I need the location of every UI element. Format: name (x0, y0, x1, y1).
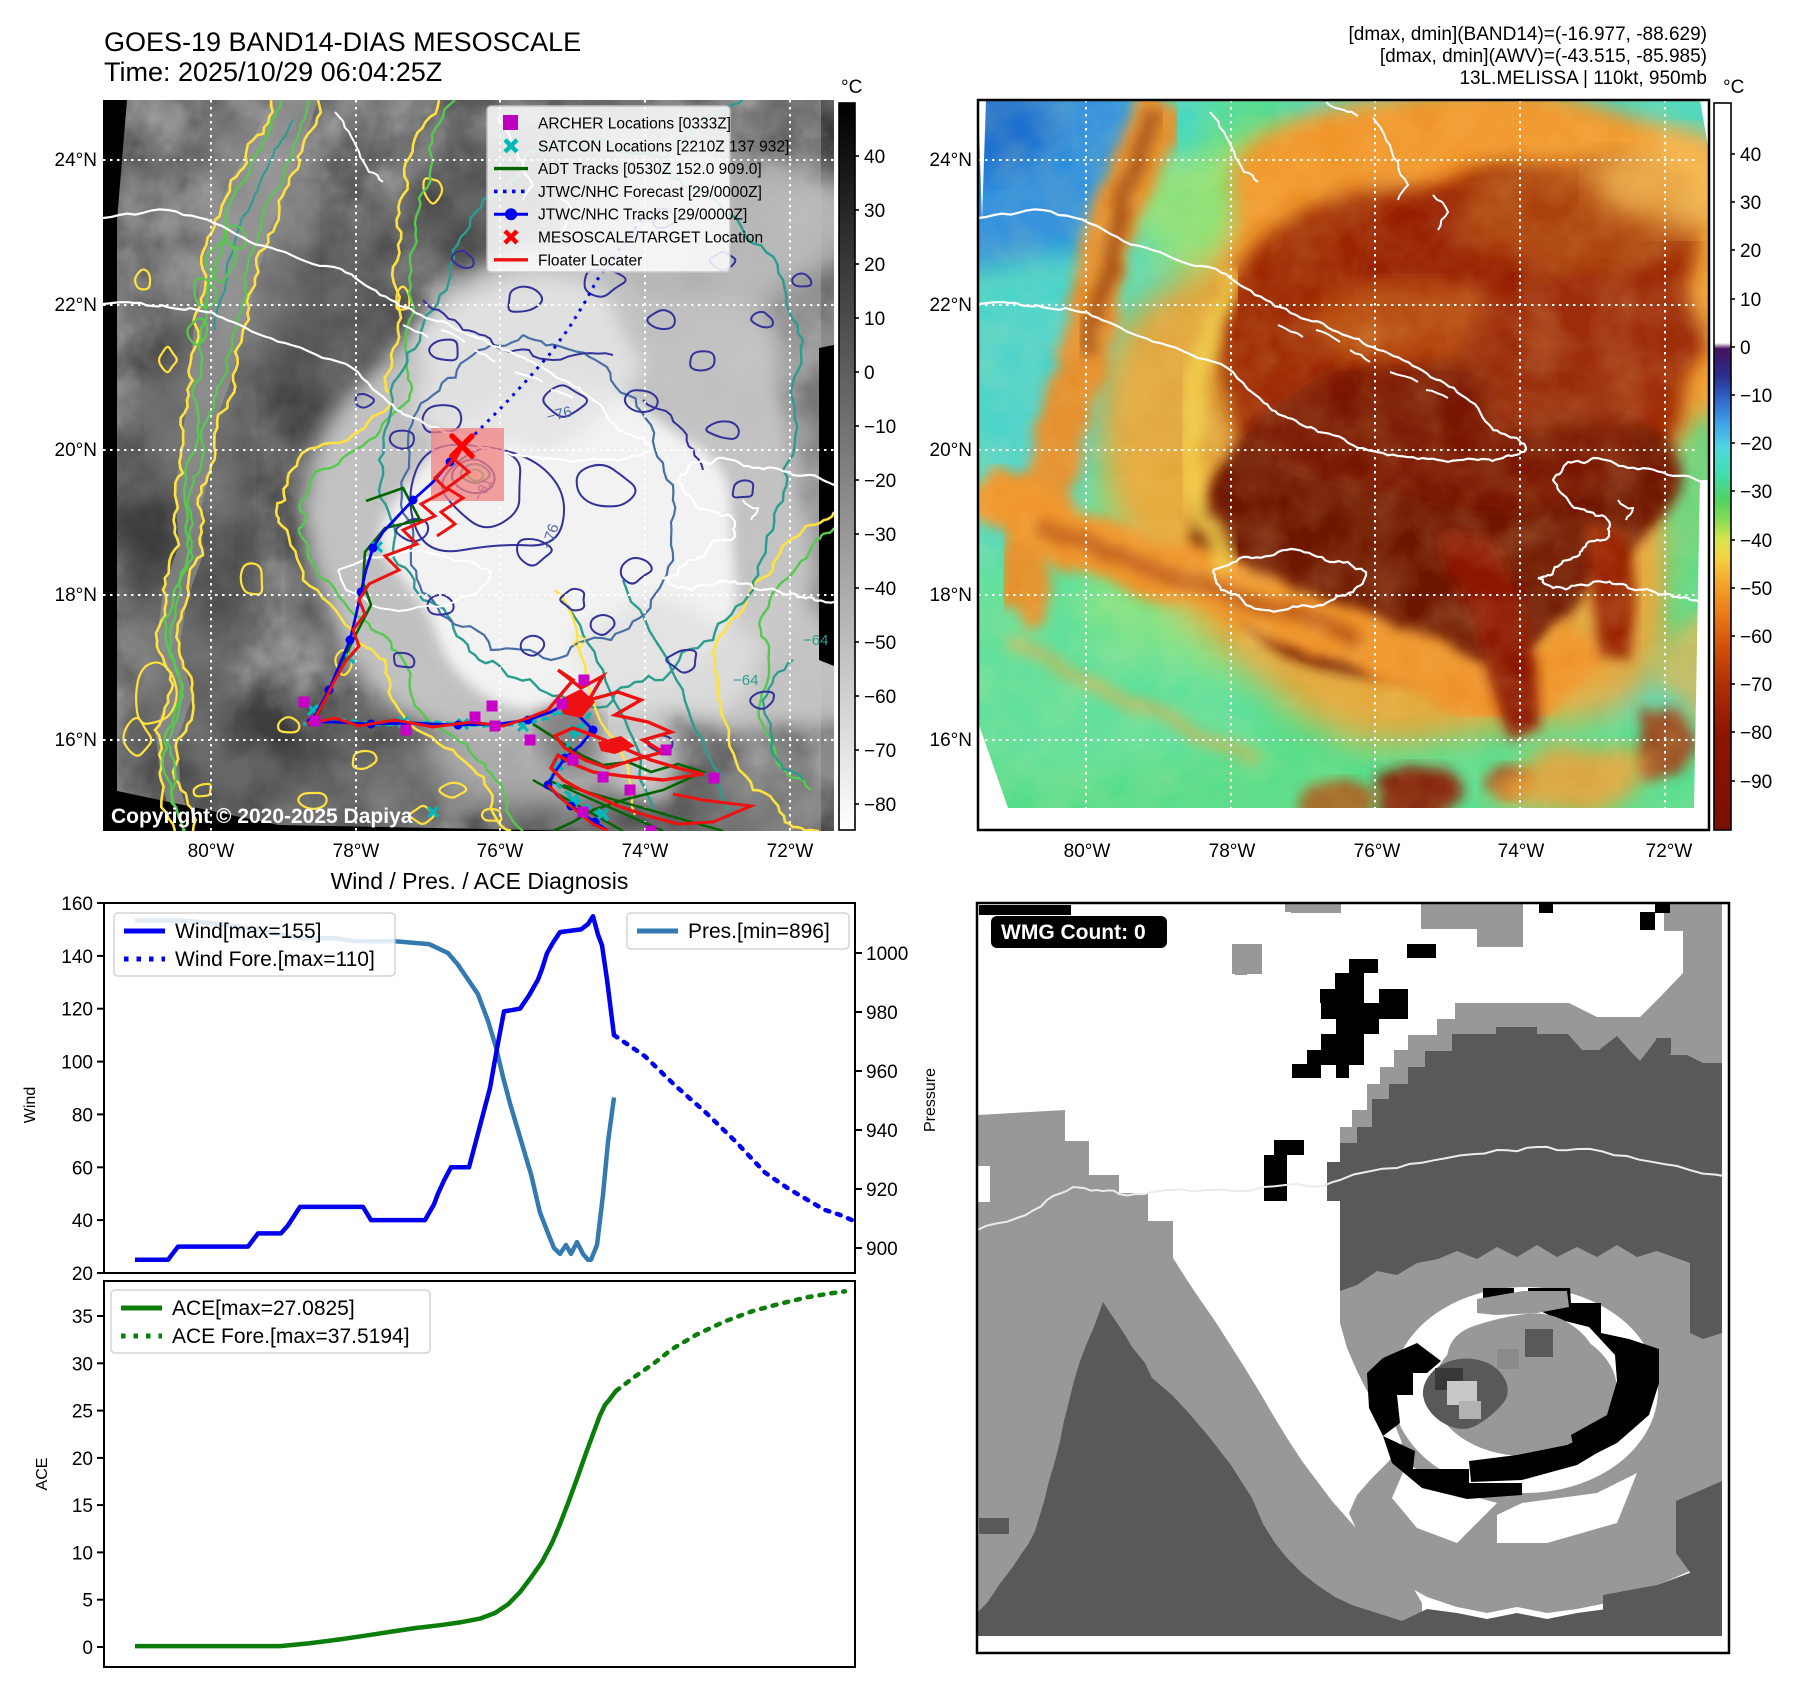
svg-text:10: 10 (1740, 290, 1761, 311)
svg-text:940: 940 (866, 1121, 898, 1142)
svg-text:900: 900 (866, 1239, 898, 1260)
svg-text:Time: 2025/10/29 06:04:25Z: Time: 2025/10/29 06:04:25Z (104, 57, 442, 87)
svg-text:72°W: 72°W (1646, 841, 1693, 862)
svg-text:960: 960 (866, 1062, 898, 1083)
svg-text:−40: −40 (864, 579, 896, 600)
svg-text:10: 10 (864, 309, 885, 330)
svg-text:140: 140 (61, 947, 93, 968)
svg-text:−80: −80 (1740, 723, 1772, 744)
svg-text:ACE Fore.[max=37.5194]: ACE Fore.[max=37.5194] (172, 1325, 410, 1348)
svg-text:13L.MELISSA | 110kt, 950mb: 13L.MELISSA | 110kt, 950mb (1459, 68, 1707, 89)
svg-text:−90: −90 (1740, 772, 1772, 793)
svg-text:0: 0 (82, 1638, 93, 1659)
svg-text:18°N: 18°N (930, 585, 972, 606)
svg-text:980: 980 (866, 1003, 898, 1024)
svg-text:0: 0 (864, 363, 875, 384)
svg-text:ADT Tracks [0530Z 152.0 909.0]: ADT Tracks [0530Z 152.0 909.0] (538, 161, 762, 178)
svg-text:SATCON Locations [2210Z 137 93: SATCON Locations [2210Z 137 932] (538, 138, 789, 155)
svg-text:ACE[max=27.0825]: ACE[max=27.0825] (172, 1297, 355, 1320)
svg-text:100: 100 (61, 1053, 93, 1074)
svg-text:−10: −10 (864, 417, 896, 438)
svg-text:GOES-19 BAND14-DIAS MESOSCALE: GOES-19 BAND14-DIAS MESOSCALE (104, 27, 581, 57)
svg-text:−30: −30 (864, 525, 896, 546)
svg-text:−50: −50 (864, 633, 896, 654)
svg-text:−30: −30 (1740, 482, 1772, 503)
svg-text:Wind: Wind (22, 1087, 39, 1123)
svg-text:−60: −60 (864, 687, 896, 708)
svg-text:Pressure: Pressure (922, 1068, 939, 1132)
svg-text:Copyright © 2020-2025 Dapiya: Copyright © 2020-2025 Dapiya (111, 805, 413, 828)
svg-text:920: 920 (866, 1180, 898, 1201)
svg-text:1000: 1000 (866, 944, 908, 965)
svg-text:16°N: 16°N (930, 730, 972, 751)
svg-text:5: 5 (82, 1591, 93, 1612)
svg-text:18°N: 18°N (55, 585, 97, 606)
svg-text:JTWC/NHC Tracks [29/0000Z]: JTWC/NHC Tracks [29/0000Z] (538, 207, 747, 224)
svg-text:Wind[max=155]: Wind[max=155] (175, 920, 322, 943)
svg-text:40: 40 (864, 147, 885, 168)
svg-text:78°W: 78°W (1209, 841, 1256, 862)
svg-text:−10: −10 (1740, 386, 1772, 407)
svg-text:20: 20 (1740, 241, 1761, 262)
svg-text:°C: °C (841, 77, 862, 98)
svg-text:20°N: 20°N (55, 440, 97, 461)
svg-text:24°N: 24°N (930, 150, 972, 171)
svg-text:−20: −20 (1740, 434, 1772, 455)
svg-text:72°W: 72°W (767, 841, 814, 862)
svg-text:JTWC/NHC Forecast [29/0000Z]: JTWC/NHC Forecast [29/0000Z] (538, 184, 762, 201)
svg-text:[dmax, dmin](BAND14)=(-16.977,: [dmax, dmin](BAND14)=(-16.977, -88.629) (1348, 24, 1707, 45)
svg-text:−64: −64 (733, 672, 758, 689)
svg-text:40: 40 (1740, 145, 1761, 166)
svg-text:WMG Count: 0: WMG Count: 0 (1001, 921, 1146, 944)
svg-text:10: 10 (72, 1543, 93, 1564)
svg-text:−50: −50 (1740, 579, 1772, 600)
svg-text:15: 15 (72, 1496, 93, 1517)
svg-text:Pres.[min=896]: Pres.[min=896] (688, 920, 830, 943)
svg-text:74°W: 74°W (622, 841, 669, 862)
svg-text:[dmax, dmin](AWV)=(-43.515, -8: [dmax, dmin](AWV)=(-43.515, -85.985) (1380, 46, 1707, 67)
svg-text:16°N: 16°N (55, 730, 97, 751)
svg-text:°C: °C (1723, 77, 1744, 98)
svg-text:25: 25 (72, 1402, 93, 1423)
svg-text:30: 30 (1740, 193, 1761, 214)
svg-text:20: 20 (72, 1264, 93, 1285)
svg-text:22°N: 22°N (55, 295, 97, 316)
svg-text:ACE: ACE (34, 1458, 51, 1491)
svg-text:31: 31 (569, 630, 590, 651)
svg-text:−60: −60 (1740, 627, 1772, 648)
svg-text:120: 120 (61, 1000, 93, 1021)
svg-text:Floater Locater: Floater Locater (538, 252, 642, 269)
svg-text:−40: −40 (1740, 531, 1772, 552)
svg-text:80°W: 80°W (1064, 841, 1111, 862)
svg-text:76°W: 76°W (477, 841, 524, 862)
svg-text:Wind Fore.[max=110]: Wind Fore.[max=110] (175, 948, 375, 971)
svg-text:160: 160 (61, 894, 93, 915)
svg-text:−20: −20 (864, 471, 896, 492)
svg-text:80°W: 80°W (188, 841, 235, 862)
svg-text:30: 30 (72, 1354, 93, 1375)
svg-text:0: 0 (1740, 338, 1751, 359)
svg-text:MESOSCALE/TARGET Location: MESOSCALE/TARGET Location (538, 230, 763, 247)
svg-text:78°W: 78°W (333, 841, 380, 862)
svg-text:20°N: 20°N (930, 440, 972, 461)
svg-text:−64: −64 (803, 632, 828, 649)
svg-text:−76: −76 (545, 403, 574, 426)
svg-text:24°N: 24°N (55, 150, 97, 171)
svg-text:40: 40 (72, 1211, 93, 1232)
svg-text:30: 30 (864, 201, 885, 222)
svg-text:−70: −70 (864, 741, 896, 762)
svg-text:60: 60 (72, 1158, 93, 1179)
svg-text:20: 20 (72, 1449, 93, 1470)
svg-text:74°W: 74°W (1498, 841, 1545, 862)
svg-text:35: 35 (72, 1307, 93, 1328)
svg-text:−70: −70 (1740, 675, 1772, 696)
svg-text:20: 20 (864, 255, 885, 276)
svg-text:−80: −80 (864, 795, 896, 816)
svg-text:76°W: 76°W (1354, 841, 1401, 862)
svg-text:Wind / Pres. / ACE Diagnosis: Wind / Pres. / ACE Diagnosis (331, 868, 629, 894)
svg-text:ARCHER Locations [0333Z]: ARCHER Locations [0333Z] (538, 116, 731, 133)
svg-text:80: 80 (72, 1105, 93, 1126)
svg-text:22°N: 22°N (930, 295, 972, 316)
